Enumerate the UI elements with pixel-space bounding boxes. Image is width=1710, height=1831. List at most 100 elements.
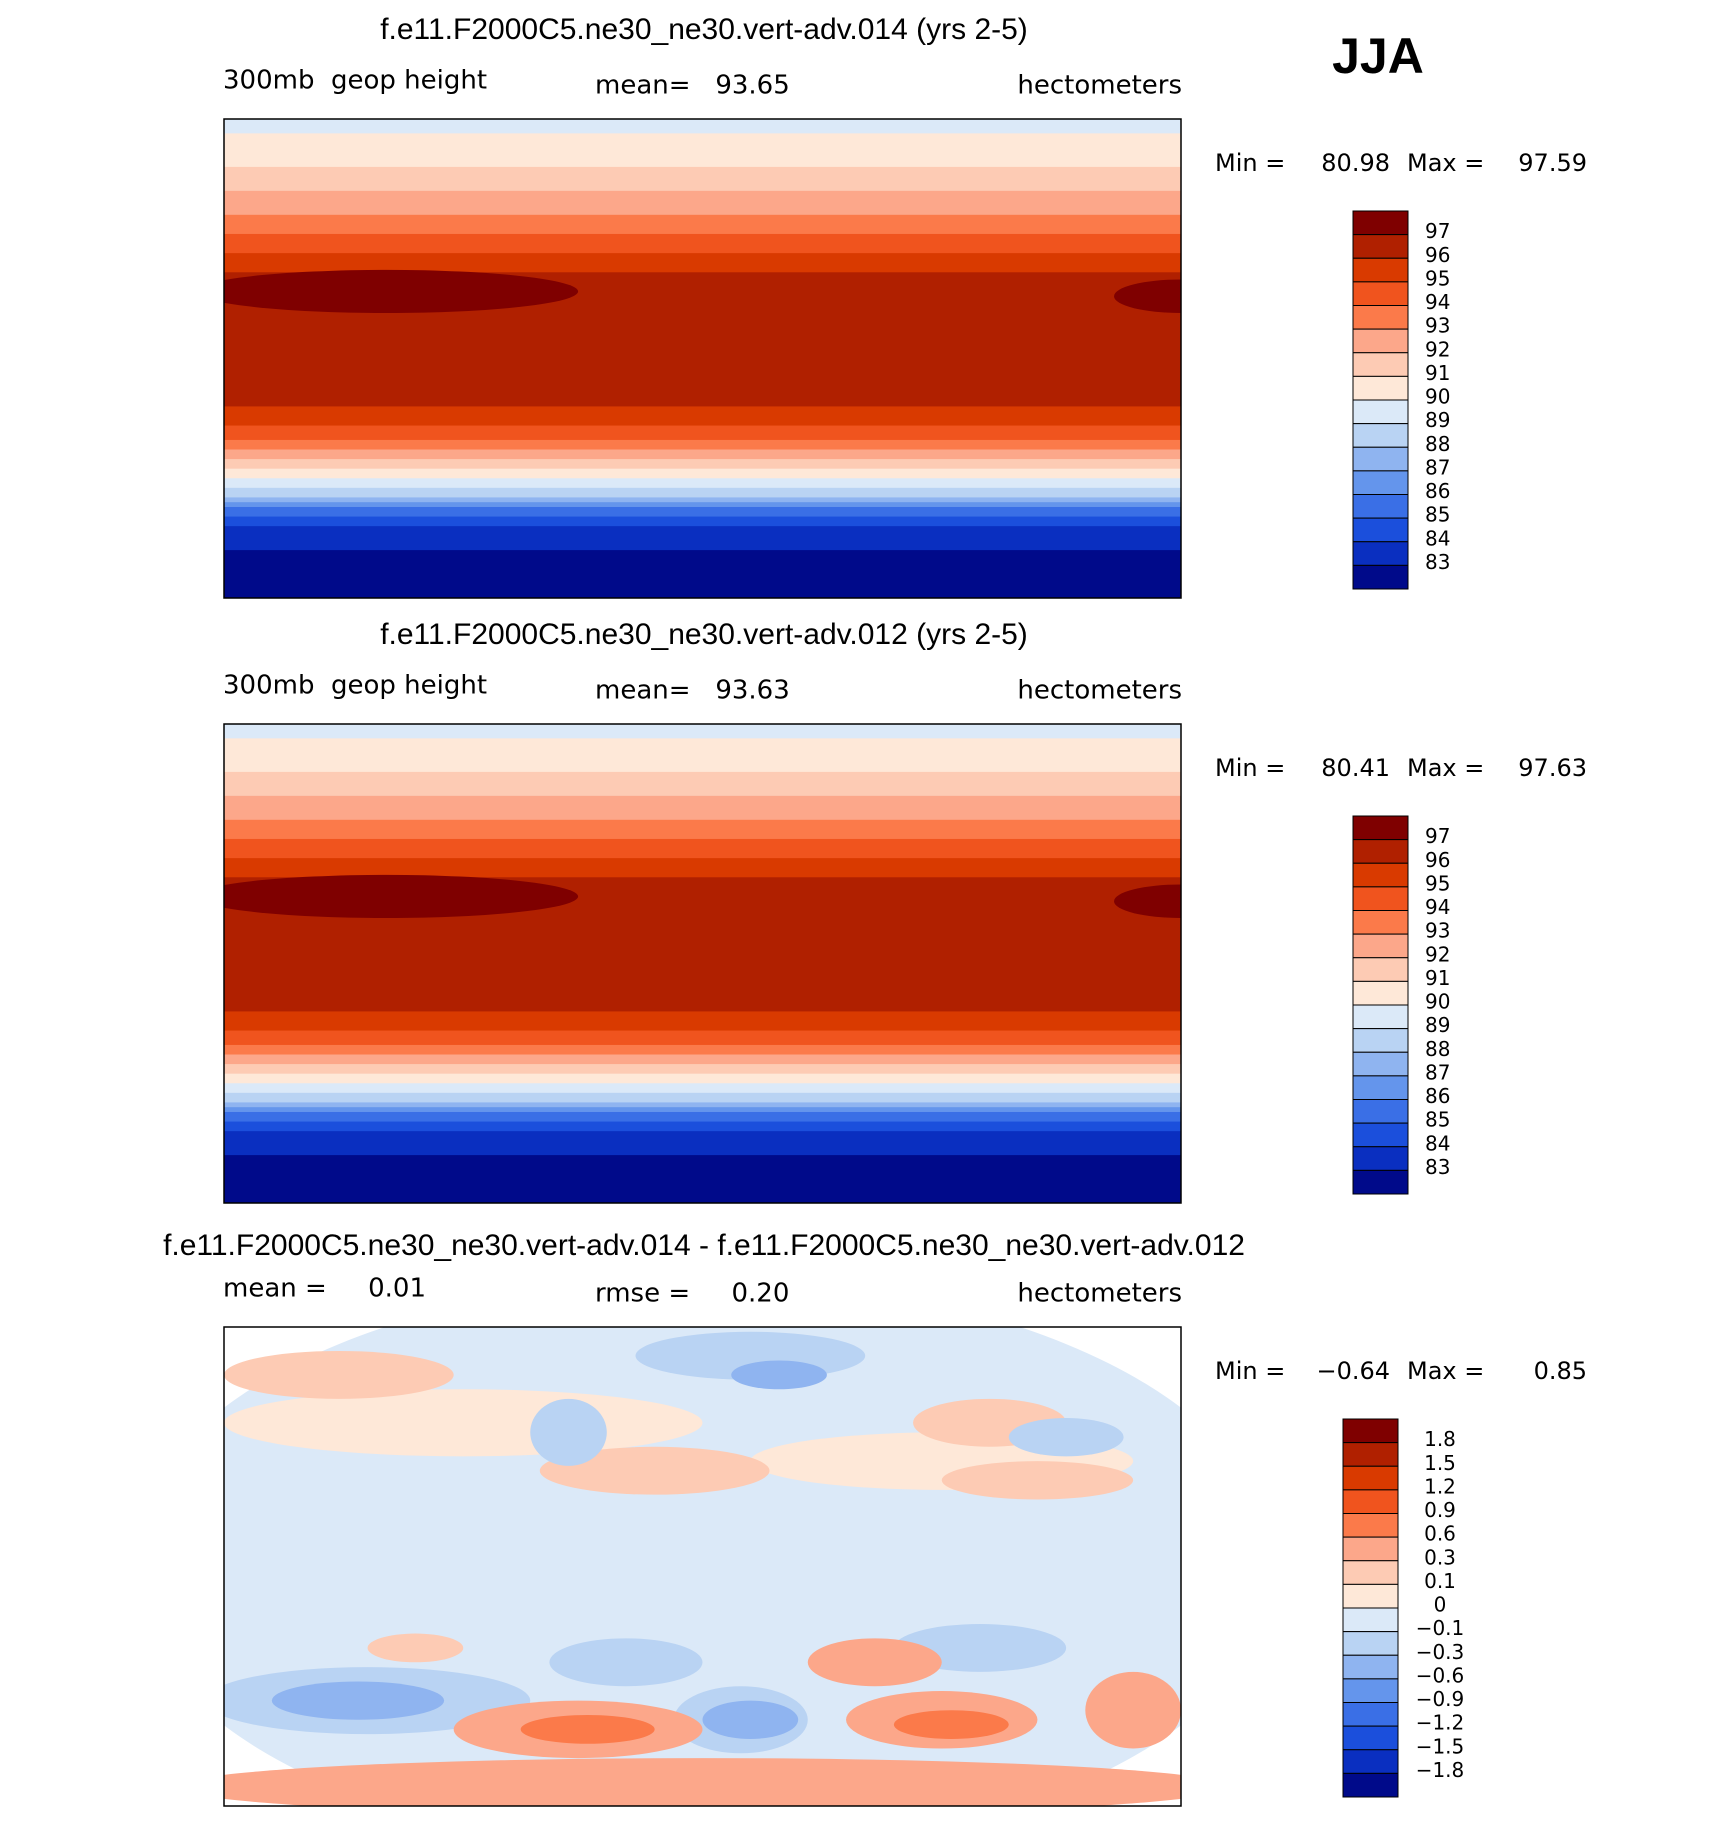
colorbar-box [1342,1702,1399,1727]
map [223,1326,1182,1807]
contour-region [224,1350,454,1399]
contour-band [224,771,1181,797]
left-subtitle: 300mb geop height [223,671,487,701]
colorbar-label: 84 [1425,526,1450,550]
colorbar-box [1352,234,1409,259]
map-field [224,724,1181,1203]
colorbar-label: 91 [1425,361,1450,385]
max-label: Max = [1407,754,1484,782]
contour-region [731,1360,827,1390]
map [223,118,1182,599]
contour-region [941,1461,1134,1500]
contour-band [224,526,1181,552]
contour-band [224,497,1181,504]
colorbar-label: 97 [1425,824,1450,848]
contour-region [1008,1418,1124,1457]
colorbar-label: 1.5 [1424,1451,1456,1475]
contour-max [224,269,579,313]
colorbar-box [1352,1122,1409,1148]
colorbar-label: 83 [1425,550,1450,574]
colorbar-label: 90 [1425,990,1450,1014]
colorbar-label: 87 [1425,455,1450,479]
colorbar-box [1352,815,1409,841]
colorbar-box [1342,1607,1399,1633]
colorbar-box [1342,1725,1399,1751]
left-subtitle: 300mb geop height [223,66,487,96]
contour-band [224,468,1181,480]
colorbar-label: −1.5 [1416,1734,1465,1758]
colorbar-label: 93 [1425,919,1450,943]
right-subtitle: hectometers [1017,71,1182,101]
panel-title: f.e11.F2000C5.ne30_ne30.vert-adv.014 (yr… [380,13,1028,46]
center-subtitle: mean= 93.63 [595,676,790,706]
contour-band [224,253,1181,274]
colorbar-label: 90 [1425,385,1450,409]
colorbar-box [1352,1169,1409,1195]
contour-band [224,516,1181,528]
contour-band [224,190,1181,216]
colorbar-label: 84 [1425,1131,1450,1155]
colorbar-label: −1.2 [1416,1711,1465,1735]
colorbar-box [1342,1536,1399,1562]
map [223,723,1182,1204]
colorbar-label: 86 [1425,479,1450,503]
map-field [224,1327,1181,1806]
colorbar-label: 1.2 [1424,1474,1456,1498]
contour-band [224,1030,1181,1046]
contour-region [224,1389,703,1457]
map-frame [223,723,1182,1204]
contour-band [224,1073,1181,1085]
colorbar-label: 0 [1434,1593,1447,1617]
colorbar-label: 0.9 [1424,1498,1456,1522]
colorbar-label: 96 [1425,848,1450,872]
colorbar-label: 85 [1425,1108,1450,1132]
contour-band [224,1054,1181,1066]
colorbar-box [1342,1418,1399,1444]
colorbar-box [1352,1051,1409,1077]
colorbar-label: 95 [1425,266,1450,290]
contour-band [224,233,1181,255]
contour-band [224,738,1181,773]
colorbar-label: −0.3 [1416,1640,1465,1664]
colorbar-label: 96 [1425,243,1450,267]
colorbar-box [1352,257,1409,283]
panel-title: f.e11.F2000C5.ne30_ne30.vert-adv.012 (yr… [380,618,1028,651]
panel-title: f.e11.F2000C5.ne30_ne30.vert-adv.014 - f… [163,1229,1245,1262]
contour-max [1114,884,1181,918]
colorbar-box [1352,541,1409,566]
max-label: Max = [1407,1357,1484,1385]
left-subtitle: mean = 0.01 [223,1274,426,1304]
contour-band [224,795,1181,821]
season-label: JJA [1332,28,1424,84]
colorbar-box [1352,933,1409,959]
colorbar-label: 92 [1425,942,1450,966]
colorbar-box [1352,281,1409,306]
map-frame [223,1326,1182,1807]
colorbar-label: 86 [1425,1084,1450,1108]
right-subtitle: hectometers [1017,676,1182,706]
colorbar-label: 83 [1425,1155,1450,1179]
contour-band [224,1131,1181,1157]
colorbar-box [1342,1678,1399,1703]
colorbar-box [1352,862,1409,888]
contour-band [224,406,1181,427]
contour-band [224,724,1181,740]
colorbar-box [1342,1489,1399,1514]
contour-band [224,1064,1181,1075]
colorbar-label: 0.1 [1424,1569,1456,1593]
colorbar-box [1352,305,1409,330]
colorbar-box [1352,517,1409,543]
contour-region [1085,1671,1181,1749]
colorbar-label: 0.6 [1424,1522,1456,1546]
contour-region [367,1633,464,1663]
min-label: Min = [1215,1357,1285,1385]
map-frame [223,118,1182,599]
colorbar-box [1342,1583,1399,1609]
contour-band [224,425,1181,441]
colorbar-label: 93 [1425,314,1450,338]
colorbar-box [1352,839,1409,864]
contour-max [224,874,579,918]
colorbar-label: 88 [1425,1037,1450,1061]
colorbar-box [1352,957,1409,982]
colorbar-label: 1.8 [1424,1427,1456,1451]
